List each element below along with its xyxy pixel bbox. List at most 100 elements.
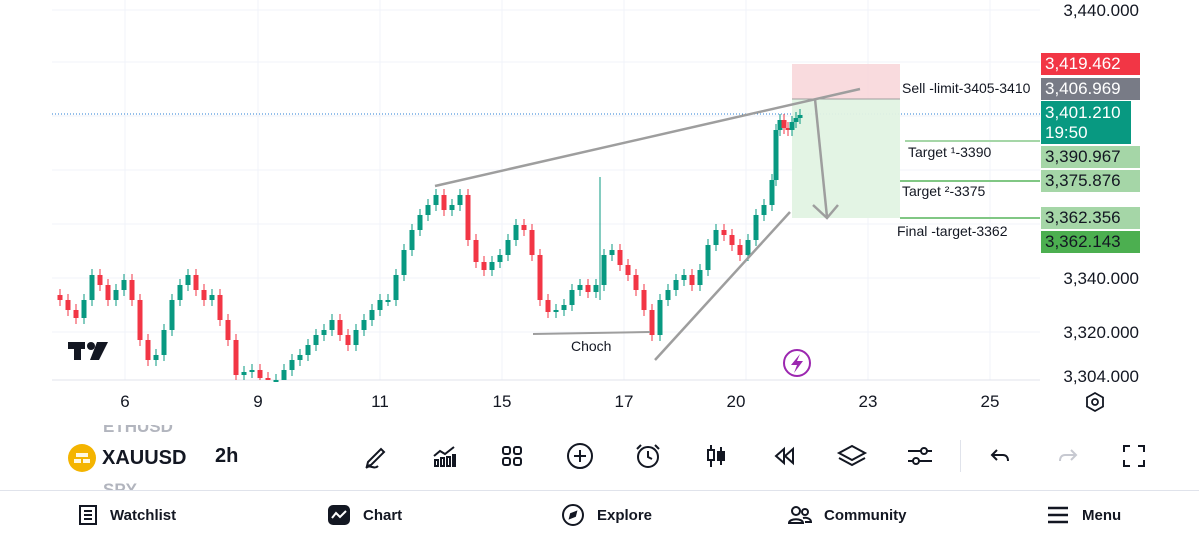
last-price-tag: 3,401.210 19:50 xyxy=(1041,101,1131,144)
settings-sliders-icon[interactable] xyxy=(902,438,938,474)
candle-body xyxy=(797,115,803,118)
indicators-icon[interactable] xyxy=(426,438,462,474)
upper-trendline xyxy=(434,87,861,188)
candle-body xyxy=(353,330,359,345)
candle-body xyxy=(601,255,607,285)
candle-body xyxy=(665,290,671,300)
candle-body xyxy=(281,370,287,380)
candle-body xyxy=(545,300,551,312)
nav-menu[interactable]: Menu xyxy=(1046,500,1121,530)
candle-body xyxy=(465,195,471,240)
candle-body xyxy=(617,250,623,265)
candle-body xyxy=(561,305,567,310)
watchlist-icon xyxy=(79,505,97,525)
candle-body xyxy=(361,320,367,330)
price-axis-label: 3,340.000 xyxy=(1063,269,1139,288)
stop-loss-zone xyxy=(792,64,900,99)
candle-body xyxy=(89,275,95,300)
nav-chart-label: Chart xyxy=(363,506,403,524)
target2-label: Target ²-3375 xyxy=(902,183,986,199)
final-target-price-tag: 3,362.356 xyxy=(1041,207,1140,229)
candle-body xyxy=(649,310,655,335)
symbol-below[interactable]: SPY xyxy=(103,480,137,492)
compass-icon xyxy=(562,504,584,526)
candle-body xyxy=(225,320,231,340)
chart-settings-icon[interactable] xyxy=(1086,391,1104,413)
symbol-above[interactable]: ETHUSD xyxy=(103,417,173,436)
candle-body xyxy=(609,250,615,255)
candle-body xyxy=(153,355,159,360)
candle-body xyxy=(553,310,559,312)
symbol-selector[interactable]: XAUUSD xyxy=(68,444,186,472)
candle-body xyxy=(441,195,447,210)
choch-line xyxy=(532,331,651,335)
alert-clock-icon[interactable] xyxy=(630,438,666,474)
candle-body xyxy=(369,310,375,320)
candle-body xyxy=(773,130,779,180)
redo-icon[interactable] xyxy=(1050,438,1086,474)
nav-explore[interactable]: Explore xyxy=(561,500,652,530)
candle-body xyxy=(497,255,503,262)
candle-body xyxy=(265,378,271,380)
target2-price-tag: 3,375.876 xyxy=(1041,170,1140,192)
toolbar-divider xyxy=(960,440,961,472)
date-axis-label: 23 xyxy=(858,392,878,411)
candle-body xyxy=(129,280,135,300)
nav-watchlist-label: Watchlist xyxy=(110,506,177,524)
candle-body xyxy=(193,275,199,290)
candle-body xyxy=(257,370,263,378)
candle-body xyxy=(305,345,311,355)
final-target-label: Final -target-3362 xyxy=(897,223,1008,239)
layout-grid-icon[interactable] xyxy=(494,438,530,474)
nav-watchlist[interactable]: Watchlist xyxy=(78,500,176,530)
candle-body xyxy=(145,340,151,360)
price-axis-label: 3,304.000 xyxy=(1063,367,1139,386)
candle-body xyxy=(657,300,663,335)
candle-body xyxy=(729,235,735,245)
lower-trendline xyxy=(654,211,791,361)
interval-selector[interactable]: 2h xyxy=(215,445,239,467)
trend-lines xyxy=(434,87,861,361)
undo-icon[interactable] xyxy=(982,438,1018,474)
candle-body xyxy=(433,195,439,205)
fullscreen-icon[interactable] xyxy=(1116,438,1152,474)
candle-body xyxy=(313,335,319,345)
candle-body xyxy=(425,205,431,215)
candle-body xyxy=(537,255,543,300)
candle-body xyxy=(241,372,247,375)
add-icon[interactable] xyxy=(562,438,598,474)
projection-arrow xyxy=(813,98,829,218)
candle-body xyxy=(297,355,303,360)
entry-price-tag: 3,406.969 xyxy=(1041,78,1140,100)
nav-menu-label: Menu xyxy=(1082,506,1122,524)
candle-body xyxy=(777,120,783,130)
nav-community-label: Community xyxy=(824,506,907,524)
date-axis-label: 17 xyxy=(614,392,634,411)
replay-icon[interactable] xyxy=(766,438,802,474)
nav-chart[interactable]: Chart xyxy=(327,500,402,530)
candle-body xyxy=(713,230,719,245)
candle-body xyxy=(409,230,415,250)
candle-body xyxy=(377,300,383,310)
candle-body xyxy=(585,285,591,292)
candle-type-icon[interactable] xyxy=(698,438,734,474)
chart-icon xyxy=(328,505,350,525)
candle-body xyxy=(489,262,495,270)
layers-icon[interactable] xyxy=(834,438,870,474)
pencil-icon[interactable] xyxy=(358,438,394,474)
lightning-icon[interactable] xyxy=(783,349,811,377)
candle-body xyxy=(721,230,727,235)
date-axis-label: 25 xyxy=(980,392,1000,411)
price-chart[interactable] xyxy=(0,0,1199,420)
candle-body xyxy=(393,275,399,300)
candle-body xyxy=(505,240,511,255)
candle-body xyxy=(137,300,143,340)
nav-community[interactable]: Community xyxy=(788,500,907,530)
last-price-value: 3,401.210 xyxy=(1045,103,1121,122)
tradingview-logo xyxy=(68,342,108,360)
candle-body xyxy=(761,205,767,215)
countdown-timer: 19:50 xyxy=(1045,123,1088,142)
candle-body xyxy=(641,290,647,310)
price-axis-label: 3,320.000 xyxy=(1063,323,1139,342)
candle-body xyxy=(473,240,479,262)
